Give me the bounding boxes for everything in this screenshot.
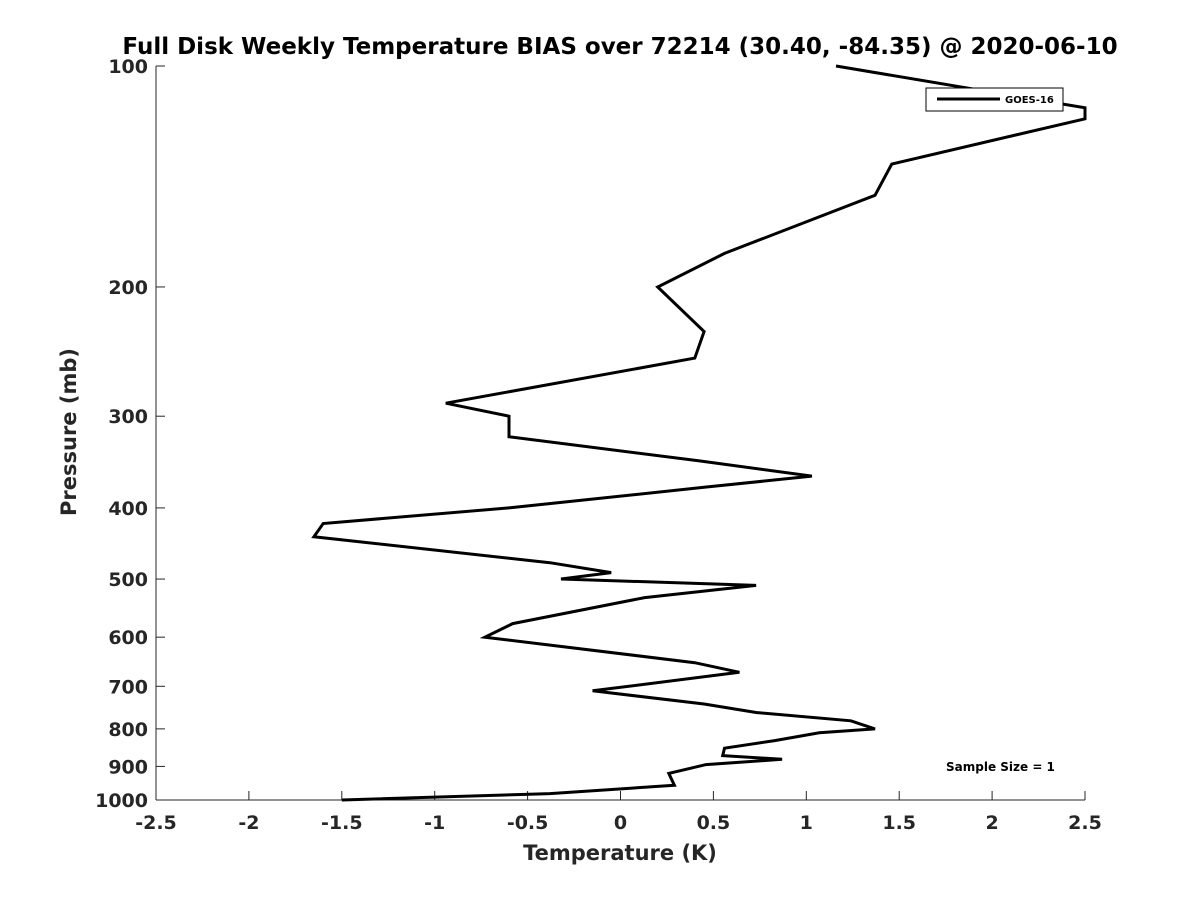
x-tick-label: -1.5	[321, 812, 363, 834]
chart-title: Full Disk Weekly Temperature BIAS over 7…	[122, 34, 1117, 60]
x-axis-label: Temperature (K)	[523, 841, 717, 865]
y-axis-label: Pressure (mb)	[57, 348, 81, 516]
x-tick-label: 1.5	[882, 812, 916, 834]
y-tick-label: 900	[108, 756, 148, 778]
x-tick-label: -2.5	[135, 812, 177, 834]
y-tick-label: 300	[108, 406, 148, 428]
x-tick-label: -0.5	[507, 812, 549, 834]
x-tick-label: 2.5	[1068, 812, 1102, 834]
y-tick-label: 400	[108, 498, 148, 520]
y-tick-label: 600	[108, 627, 148, 649]
x-tick-label: 1	[800, 812, 813, 834]
series-group	[311, 64, 1087, 802]
series-line	[311, 64, 1087, 802]
tick-labels: -2.5 -2 -1.5 -1 -0.5 0 0.5 1 1.5 2 2.5 100 200 300 400…	[95, 56, 1102, 834]
y-tick-label: 200	[108, 277, 148, 299]
y-tick-label: 1000	[95, 790, 148, 812]
y-tick-label: 100	[108, 56, 148, 78]
legend-label: GOES-16	[1005, 95, 1054, 106]
x-tick-label: -1	[424, 812, 445, 834]
x-tick-label: -2	[238, 812, 259, 834]
y-tick-label: 800	[108, 719, 148, 741]
plot-axes	[155, 65, 1086, 801]
x-tick-label: 0	[614, 812, 627, 834]
y-tick-label: 700	[108, 676, 148, 698]
x-tick-label: 0.5	[697, 812, 731, 834]
x-tick-label: 2	[985, 812, 998, 834]
y-tick-label: 500	[108, 569, 148, 591]
sample-size-annotation: Sample Size = 1	[946, 760, 1055, 774]
legend: GOES-16	[925, 87, 1064, 112]
